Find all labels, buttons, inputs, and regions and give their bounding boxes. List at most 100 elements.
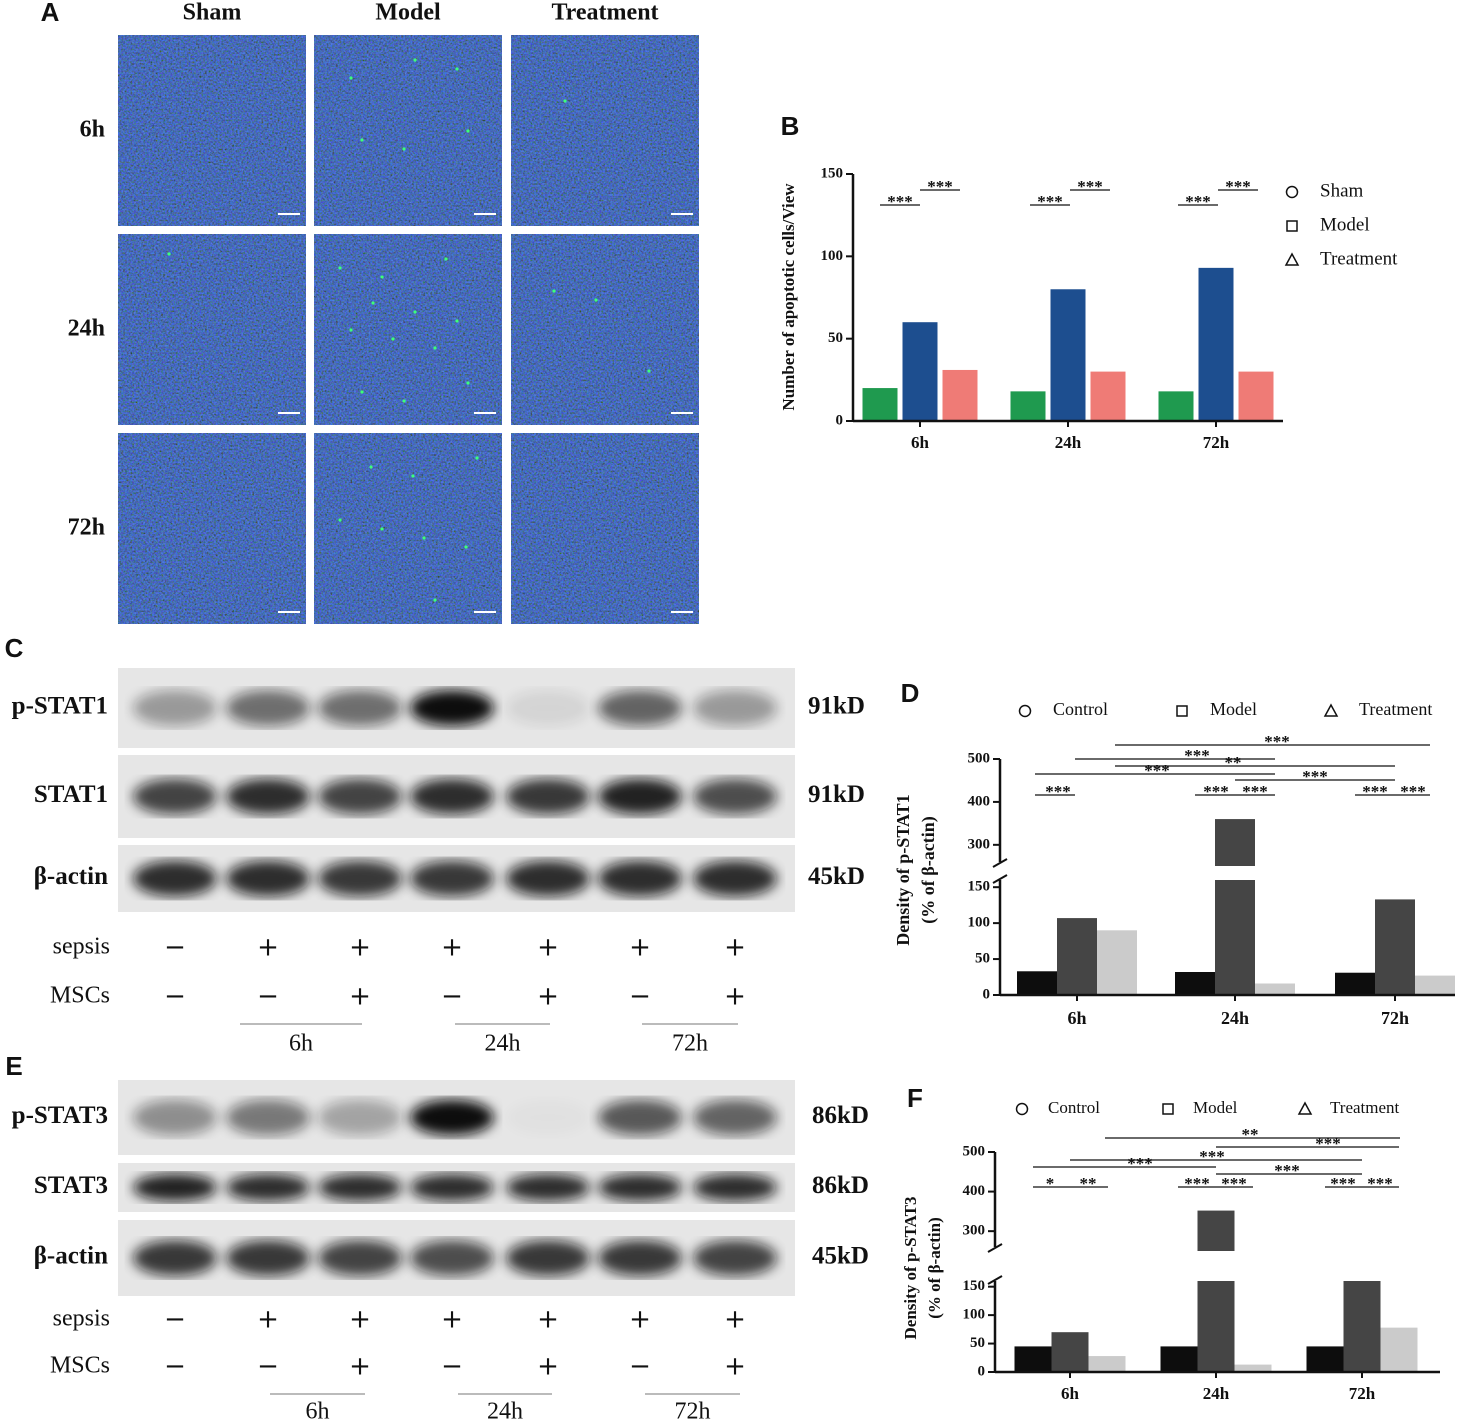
blot-band xyxy=(598,1173,682,1202)
green-cell xyxy=(349,76,353,80)
blot-band xyxy=(506,1100,590,1136)
bar xyxy=(1306,1346,1344,1372)
y-tick-label: 300 xyxy=(968,836,991,852)
condition-mark: + xyxy=(441,933,463,963)
y-tick-label: 150 xyxy=(821,165,844,181)
blot-label: p-STAT1 xyxy=(12,693,108,720)
bar xyxy=(862,388,898,421)
blot-label: β-actin xyxy=(34,1243,108,1270)
legend-marker xyxy=(1297,1101,1313,1115)
legend-marker xyxy=(1015,1102,1029,1116)
time-label: 72h xyxy=(675,1399,711,1424)
blot-band xyxy=(598,1099,682,1136)
green-cell xyxy=(402,147,406,151)
blot-size: 91kD xyxy=(808,693,865,720)
blot-band xyxy=(226,1099,310,1136)
condition-mark: − xyxy=(164,982,186,1012)
y-tick-label: 400 xyxy=(963,1183,986,1199)
blot-band xyxy=(318,1240,402,1276)
bar xyxy=(1014,1346,1052,1372)
condition-mark: + xyxy=(537,933,559,963)
blot-size: 86kD xyxy=(812,1172,869,1199)
panel-letter: D xyxy=(901,678,920,708)
x-tick-label: 24h xyxy=(1055,433,1082,452)
y-tick-label: 100 xyxy=(963,1307,986,1323)
y-tick-label: 500 xyxy=(968,750,991,766)
significance-label: * xyxy=(1046,1174,1055,1193)
green-cell xyxy=(433,346,437,350)
panel-letter: F xyxy=(907,1083,923,1113)
x-tick-label: 24h xyxy=(1203,1384,1230,1403)
condition-mark: + xyxy=(349,1305,371,1335)
significance-label: ** xyxy=(1225,753,1242,772)
bar xyxy=(1198,267,1234,421)
blot-label: p-STAT3 xyxy=(12,1102,108,1129)
green-cell xyxy=(338,518,342,522)
green-cell xyxy=(594,298,598,302)
significance-label: *** xyxy=(1144,761,1170,780)
micrograph-texture xyxy=(511,433,699,624)
y-tick-label: 400 xyxy=(968,793,991,809)
green-cell xyxy=(413,310,417,314)
condition-label: MSCs xyxy=(50,1353,110,1379)
y-tick-label: 300 xyxy=(963,1223,986,1239)
green-cell xyxy=(466,381,470,385)
blot-band xyxy=(410,1173,494,1202)
condition-mark: − xyxy=(441,1352,463,1382)
column-label: Sham xyxy=(183,0,242,26)
bar xyxy=(1197,1281,1235,1372)
condition-mark: + xyxy=(724,982,746,1012)
significance-label: *** xyxy=(1362,782,1388,801)
bar xyxy=(1158,391,1194,421)
green-cell xyxy=(433,598,437,602)
significance-label: *** xyxy=(1264,732,1290,751)
condition-mark: + xyxy=(349,933,371,963)
bar xyxy=(1097,930,1137,995)
bar xyxy=(1197,1210,1235,1251)
condition-mark: + xyxy=(724,933,746,963)
legend-label: Model xyxy=(1320,214,1370,235)
significance-label: *** xyxy=(1315,1134,1341,1153)
condition-mark: + xyxy=(257,1305,279,1335)
green-cell xyxy=(411,474,415,478)
bar xyxy=(1375,899,1415,995)
significance-label: ** xyxy=(1242,1125,1259,1144)
significance-label: *** xyxy=(1400,782,1426,801)
condition-mark: + xyxy=(629,933,651,963)
green-cell xyxy=(563,99,567,103)
blot-band xyxy=(693,690,777,726)
row-label: 72h xyxy=(68,515,105,541)
green-cell xyxy=(402,399,406,403)
blot-label: STAT1 xyxy=(34,781,108,808)
x-tick-label: 72h xyxy=(1381,1008,1409,1028)
bar xyxy=(1234,1364,1272,1372)
micrograph-texture xyxy=(314,433,502,624)
green-cell xyxy=(369,465,373,469)
condition-mark: − xyxy=(164,1352,186,1382)
blot-band xyxy=(318,860,402,897)
micrograph-texture xyxy=(511,234,699,425)
significance-label: *** xyxy=(1185,192,1211,211)
legend-label: Sham xyxy=(1320,180,1364,201)
panel-letter: B xyxy=(781,111,800,141)
significance-label: *** xyxy=(887,192,913,211)
x-tick-label: 6h xyxy=(911,433,930,452)
significance-label: *** xyxy=(1242,782,1268,801)
condition-mark: − xyxy=(257,982,279,1012)
legend-label: Model xyxy=(1193,1098,1238,1117)
green-cell xyxy=(167,252,171,256)
micrograph-texture xyxy=(314,234,502,425)
blot-band xyxy=(226,778,310,815)
condition-mark: − xyxy=(164,933,186,963)
legend-marker xyxy=(1018,704,1032,718)
blot-band xyxy=(226,860,310,897)
x-tick-label: 6h xyxy=(1067,1008,1086,1028)
blot-band xyxy=(598,690,682,726)
bar xyxy=(1215,880,1255,995)
bar xyxy=(1215,819,1255,866)
blot-band xyxy=(133,1099,217,1136)
condition-mark: − xyxy=(629,982,651,1012)
condition-mark: + xyxy=(349,1352,371,1382)
green-cell xyxy=(380,527,384,531)
y-tick-label: 50 xyxy=(828,330,843,346)
